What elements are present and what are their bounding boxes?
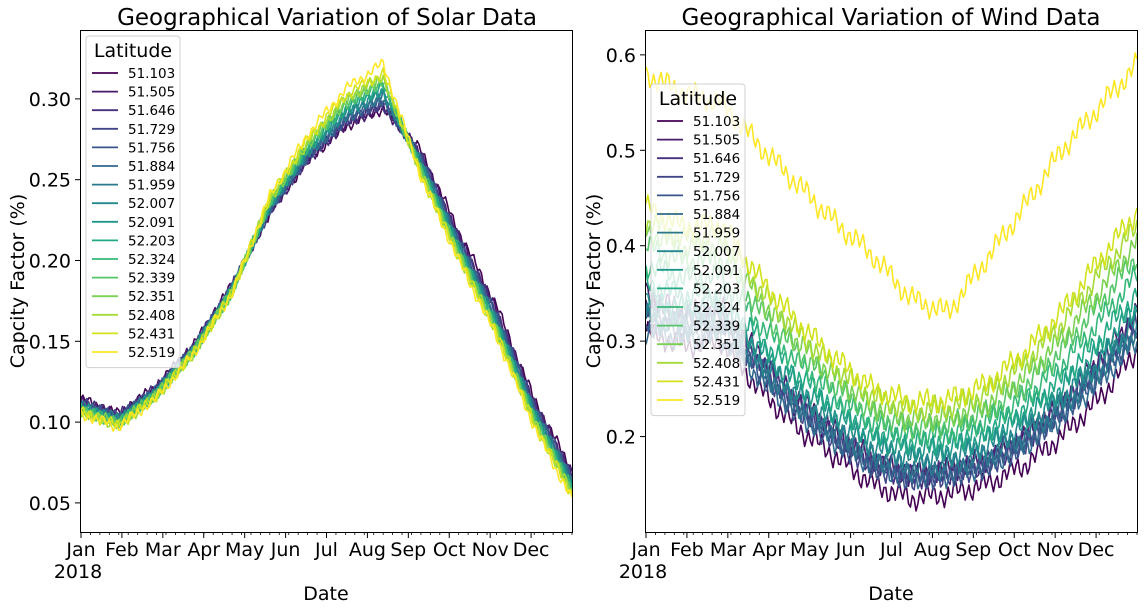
solar-legend-entry: 51.884 bbox=[128, 159, 175, 175]
wind-y-tick-label: 0.4 bbox=[606, 236, 636, 258]
solar-y-tick-label: 0.30 bbox=[29, 89, 71, 111]
wind-legend-entry: 52.203 bbox=[693, 281, 740, 297]
solar-legend-entry: 52.431 bbox=[128, 326, 175, 342]
wind-legend-box bbox=[650, 83, 746, 417]
solar-x-tick-label: Feb bbox=[105, 539, 139, 561]
solar-legend-entry: 52.203 bbox=[128, 233, 175, 249]
wind-legend-entry: 51.505 bbox=[693, 133, 740, 149]
wind-legend-entry: 52.324 bbox=[693, 300, 740, 316]
wind-y-tick-label: 0.2 bbox=[606, 427, 636, 449]
wind-x-tick-label: Feb bbox=[670, 539, 704, 561]
solar-x-tick-label: Apr bbox=[187, 539, 220, 561]
solar-x-year-label: 2018 bbox=[54, 561, 102, 583]
wind-x-tick-label: Dec bbox=[1078, 539, 1115, 561]
solar-legend-box bbox=[85, 35, 181, 369]
solar-legend-entry: 51.505 bbox=[128, 85, 175, 101]
wind-chart-panel: Geographical Variation of Wind Data Jan F… bbox=[583, 5, 1138, 605]
solar-legend-title: Latitude bbox=[94, 40, 172, 62]
wind-legend-entry: 51.756 bbox=[693, 188, 740, 204]
wind-x-tick-label: Oct bbox=[998, 539, 1031, 561]
wind-legend-entry: 52.431 bbox=[693, 374, 740, 390]
solar-x-tick-label: Dec bbox=[513, 539, 550, 561]
solar-y-ticks: 0.05 0.10 0.15 0.20 0.25 0.30 bbox=[29, 89, 81, 515]
solar-legend-entry: 51.729 bbox=[128, 122, 175, 138]
solar-y-tick-label: 0.10 bbox=[29, 412, 71, 434]
solar-legend-entry: 52.339 bbox=[128, 271, 175, 287]
solar-chart-title: Geographical Variation of Solar Data bbox=[117, 5, 537, 31]
solar-x-ticks: Jan Feb Mar Apr May Jun Jul Aug Sep Oct Nov Dec bbox=[65, 532, 573, 561]
solar-y-tick-label: 0.25 bbox=[29, 170, 71, 192]
solar-legend-entry: 51.646 bbox=[128, 103, 175, 119]
wind-y-ticks: 0.2 0.3 0.4 0.5 0.6 bbox=[606, 45, 646, 449]
wind-legend-entry: 52.351 bbox=[693, 337, 740, 353]
wind-x-tick-label: Jun bbox=[835, 539, 866, 561]
wind-y-tick-label: 0.6 bbox=[606, 45, 636, 67]
solar-y-tick-label: 0.20 bbox=[29, 250, 71, 272]
wind-legend-entry: 52.408 bbox=[693, 356, 740, 372]
solar-legend-entry: 52.324 bbox=[128, 252, 175, 268]
solar-legend: Latitude 51.103 51.505 51.646 51.729 51.756 51… bbox=[85, 35, 181, 369]
solar-series-lines bbox=[80, 58, 573, 498]
solar-x-tick-label: Jan bbox=[65, 539, 95, 561]
wind-legend-entry: 52.519 bbox=[693, 393, 740, 409]
wind-legend-entry: 52.339 bbox=[693, 319, 740, 335]
solar-x-tick-label: Mar bbox=[145, 539, 181, 561]
wind-legend-entry: 52.007 bbox=[693, 244, 740, 260]
wind-x-tick-label: Sep bbox=[955, 539, 991, 561]
wind-x-tick-label: Nov bbox=[1037, 539, 1074, 561]
wind-legend-title: Latitude bbox=[659, 88, 737, 110]
wind-y-axis-label: Capcity Factor (%) bbox=[583, 194, 605, 369]
wind-x-year-label: 2018 bbox=[619, 561, 667, 583]
wind-legend-entry: 51.884 bbox=[693, 207, 740, 223]
wind-y-tick-label: 0.3 bbox=[606, 331, 636, 353]
solar-y-axis-label: Capcity Factor (%) bbox=[7, 194, 29, 369]
solar-chart-panel: Geographical Variation of Solar Data Jan… bbox=[7, 5, 573, 605]
solar-x-tick-label: May bbox=[225, 539, 264, 561]
wind-legend-entry: 51.959 bbox=[693, 226, 740, 242]
solar-legend-entry: 52.408 bbox=[128, 308, 175, 324]
wind-x-tick-label: Mar bbox=[710, 539, 746, 561]
solar-legend-entry: 52.351 bbox=[128, 289, 175, 305]
wind-x-tick-label: Apr bbox=[752, 539, 785, 561]
solar-legend-entry: 51.756 bbox=[128, 140, 175, 156]
wind-legend-entry: 51.646 bbox=[693, 151, 740, 167]
solar-y-tick-label: 0.15 bbox=[29, 331, 71, 353]
solar-x-tick-label: Nov bbox=[472, 539, 509, 561]
solar-legend-entry: 52.519 bbox=[128, 345, 175, 361]
solar-x-tick-label: Jul bbox=[314, 539, 338, 561]
wind-x-tick-label: Aug bbox=[914, 539, 951, 561]
solar-x-axis-label: Date bbox=[303, 583, 348, 605]
solar-legend-entry: 51.959 bbox=[128, 178, 175, 194]
solar-x-tick-label: Oct bbox=[433, 539, 466, 561]
wind-y-tick-label: 0.5 bbox=[606, 140, 636, 162]
wind-x-tick-label: Jan bbox=[630, 539, 660, 561]
solar-x-tick-label: Jun bbox=[270, 539, 301, 561]
wind-chart-title: Geographical Variation of Wind Data bbox=[681, 5, 1100, 31]
wind-x-axis-label: Date bbox=[868, 583, 913, 605]
wind-legend-entry: 51.729 bbox=[693, 170, 740, 186]
solar-legend-entry: 52.007 bbox=[128, 196, 175, 212]
wind-x-ticks: Jan Feb Mar Apr May Jun Jul Aug Sep Oct Nov Dec bbox=[630, 532, 1138, 561]
wind-x-tick-label: Jul bbox=[879, 539, 903, 561]
solar-legend-entry: 51.103 bbox=[128, 66, 175, 82]
solar-legend-entry: 52.091 bbox=[128, 215, 175, 231]
solar-x-tick-label: Sep bbox=[390, 539, 426, 561]
wind-legend-entry: 51.103 bbox=[693, 114, 740, 130]
solar-series-line-52.519 bbox=[80, 58, 573, 498]
wind-legend: Latitude 51.103 51.505 51.646 51.729 51.756 51… bbox=[650, 83, 746, 417]
wind-x-tick-label: May bbox=[790, 539, 829, 561]
solar-y-tick-label: 0.05 bbox=[29, 493, 71, 515]
wind-legend-entry: 52.091 bbox=[693, 263, 740, 279]
solar-x-tick-label: Aug bbox=[349, 539, 386, 561]
